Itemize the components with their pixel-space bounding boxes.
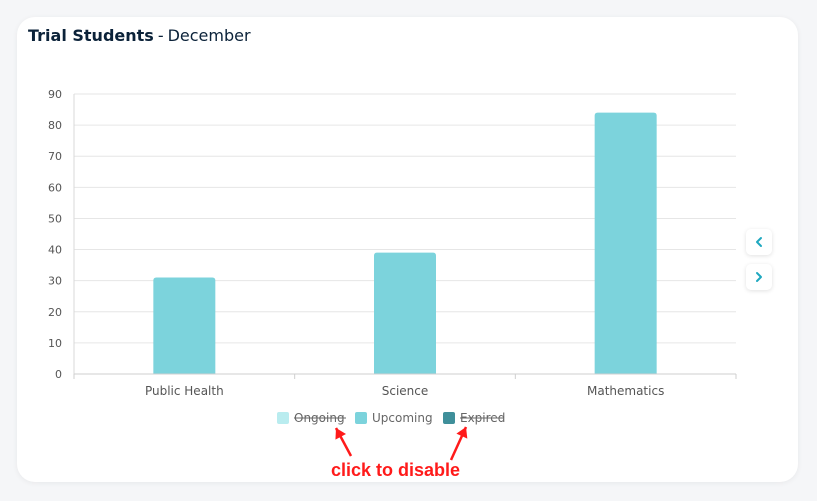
legend-swatch[interactable] [277, 412, 289, 424]
chevron-left-icon [756, 237, 762, 247]
chart-title: Trial Students - December [28, 26, 251, 45]
y-tick-label: 10 [48, 337, 62, 350]
y-tick-label: 0 [55, 368, 62, 381]
annotation-arrows [334, 426, 468, 461]
y-tick-label: 60 [48, 181, 62, 194]
legend-label[interactable]: Upcoming [372, 411, 433, 425]
x-axis: Public Health Science Mathematics [73, 373, 737, 398]
chart-title-separator: - [157, 26, 164, 45]
legend-item-expired[interactable]: Expired [443, 411, 505, 425]
chart-next-button[interactable] [746, 264, 772, 290]
chart-title-main: Trial Students [28, 26, 154, 45]
x-tick-label: Science [382, 384, 429, 398]
legend-item-ongoing[interactable]: Ongoing [277, 411, 346, 425]
legend-swatch[interactable] [443, 412, 455, 424]
chevron-right-icon [756, 272, 762, 282]
y-tick-label: 70 [48, 150, 62, 163]
legend-item-upcoming[interactable]: Upcoming [355, 411, 433, 425]
bar-upcoming-1[interactable] [374, 252, 436, 374]
chart-legend[interactable]: Ongoing Upcoming Expired [277, 411, 505, 425]
bar-upcoming-2[interactable] [594, 112, 657, 375]
chart-title-month: December [167, 26, 251, 45]
x-tick-label: Mathematics [587, 384, 664, 398]
y-tick-label: 30 [48, 275, 62, 288]
chart-prev-button[interactable] [746, 229, 772, 255]
chart-bars [153, 112, 657, 375]
y-tick-label: 90 [48, 88, 62, 101]
bar-upcoming-0[interactable] [153, 277, 216, 374]
legend-swatch[interactable] [355, 412, 367, 424]
y-axis: 0 10 20 30 40 50 60 70 80 90 [48, 88, 75, 381]
y-tick-label: 50 [48, 212, 62, 225]
arrow-to-expired [449, 426, 468, 461]
x-tick-label: Public Health [145, 384, 224, 398]
annotation-text: click to disable [331, 460, 461, 480]
y-tick-label: 20 [48, 306, 62, 319]
y-tick-label: 80 [48, 119, 62, 132]
y-tick-label: 40 [48, 244, 62, 257]
arrow-to-ongoing [334, 427, 353, 457]
